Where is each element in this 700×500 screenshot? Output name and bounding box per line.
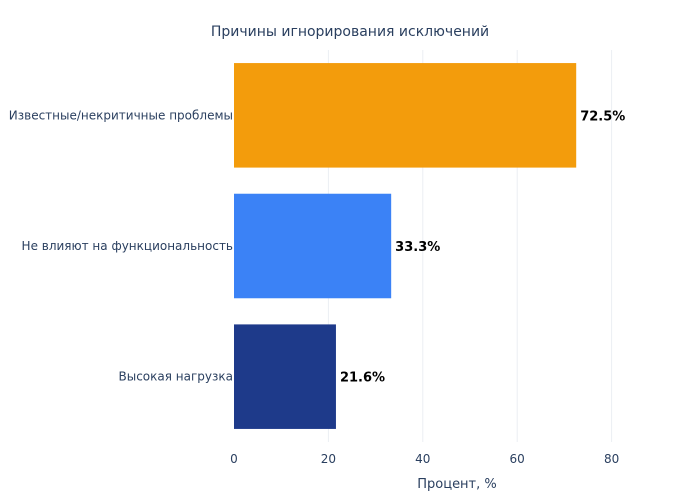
- x-axis-title: Процент, %: [417, 477, 497, 492]
- x-tick-label-40: 40: [415, 452, 430, 466]
- x-tick-label-0: 0: [230, 452, 238, 466]
- data-labels: 72.5% 33.3% 21.6%: [340, 109, 625, 385]
- x-tick-label-60: 60: [510, 452, 525, 466]
- bar-1: [234, 63, 577, 168]
- data-label-3: 21.6%: [340, 371, 385, 386]
- x-axis-ticks: 0 20 40 60 80: [230, 452, 619, 466]
- category-label-1: Известные/некритичные проблемы: [9, 108, 233, 122]
- chart-title: Причины игнорирования исключений: [211, 24, 489, 40]
- category-label-2: Не влияют на функциональность: [22, 239, 233, 253]
- bar-3: [234, 324, 336, 429]
- category-labels: Известные/некритичные проблемы Не влияют …: [9, 108, 233, 383]
- x-tick-label-20: 20: [321, 452, 336, 466]
- bars: [234, 63, 577, 429]
- bar-2: [234, 193, 392, 299]
- data-label-1: 72.5%: [580, 109, 625, 124]
- x-tick-label-80: 80: [604, 452, 619, 466]
- category-label-3: Высокая нагрузка: [119, 370, 234, 384]
- data-label-2: 33.3%: [395, 240, 440, 255]
